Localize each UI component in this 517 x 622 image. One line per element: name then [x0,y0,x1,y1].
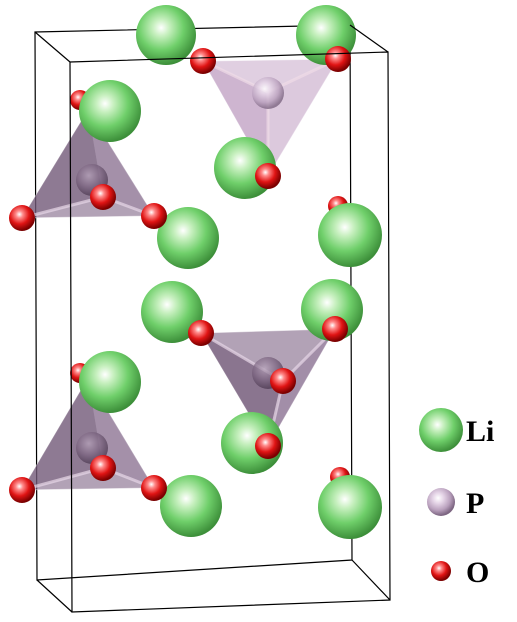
tetrahedra [21,57,339,492]
o-atom [9,205,35,231]
o-atom [188,320,214,346]
o-atom [9,477,35,503]
legend-p-label: P [466,487,484,520]
li-atom [318,203,382,267]
li-atom [160,475,222,537]
p-atom [252,77,284,109]
li-atom [79,351,141,413]
li-atom [79,80,141,142]
o-atom [190,48,216,74]
cell-edge [34,31,71,63]
cell-edge [351,559,391,601]
legend-li-swatch [419,408,463,452]
o-atom [322,316,348,342]
o-atom [141,203,167,229]
legend-o-swatch [431,561,451,581]
legend-item-o: O [431,556,489,589]
legend-o-label: O [466,556,489,589]
cell-edge [36,579,73,613]
o-atom [90,184,116,210]
cell-edge [349,24,389,53]
li-atom [141,281,203,343]
unit-cell-front [34,24,391,613]
li-atom [136,5,196,65]
legend-p-swatch [427,488,455,516]
o-atom [270,368,296,394]
oxygen-atoms [9,46,351,503]
li-atom [318,475,382,539]
legend-item-li: Li [419,408,494,452]
lithium-atoms [79,5,382,539]
legend: Li P O [419,408,494,589]
legend-li-label: Li [466,415,494,448]
o-atom [255,163,281,189]
o-atom [141,475,167,501]
o-atom [325,46,351,72]
o-atom [90,455,116,481]
o-atom [255,433,281,459]
legend-item-p: P [427,487,484,520]
li-atom [157,207,219,269]
